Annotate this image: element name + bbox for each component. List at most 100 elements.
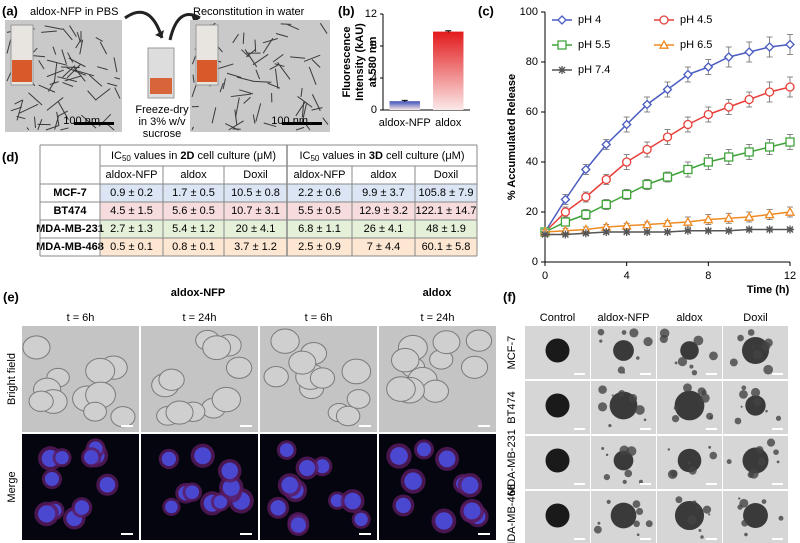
marker [622, 157, 632, 167]
marker [764, 209, 775, 219]
fiber [262, 38, 278, 44]
debris [597, 521, 601, 525]
table-cell: 48 ± 1.9 [426, 223, 466, 235]
marker [601, 199, 611, 210]
marker [704, 226, 713, 235]
debris [598, 385, 607, 394]
fiber [114, 87, 121, 99]
scale-bar [706, 538, 717, 540]
bar [433, 31, 464, 111]
marker [785, 82, 795, 92]
y-tick-label: 20 [526, 206, 538, 218]
fiber [16, 99, 24, 121]
marker [581, 192, 591, 202]
spheroid [613, 450, 634, 471]
row-label: BT474 [506, 391, 518, 423]
debris [636, 533, 640, 537]
group-header: IC50 values in 2D cell culture (μM) [111, 150, 276, 163]
fiber [33, 116, 37, 129]
marker [683, 119, 693, 130]
legend-label: pH 4.5 [680, 14, 712, 26]
fiber [234, 109, 238, 125]
cell [432, 330, 461, 355]
nucleus [461, 476, 479, 494]
fiber [191, 55, 197, 65]
nucleus [281, 476, 299, 494]
fiber [303, 54, 321, 62]
table-cell: 2.2 ± 0.6 [298, 187, 341, 199]
row-label: MCF-7 [506, 336, 518, 370]
debris [739, 390, 748, 399]
nucleus [84, 450, 99, 465]
debris [747, 471, 754, 478]
fiber [219, 82, 224, 93]
scale-bar [121, 425, 133, 427]
marker [662, 84, 673, 95]
debris [700, 535, 704, 539]
debris [700, 393, 710, 403]
table-header-bg [40, 145, 477, 184]
row-header: MDA-MB-468 [36, 241, 104, 253]
nucleus [463, 502, 481, 520]
table-cell: 7 ± 4.4 [367, 241, 401, 253]
y-axis-title: at 580 nm [367, 36, 379, 87]
header-sub: 50 [122, 154, 131, 163]
spheroid [545, 393, 570, 418]
arrow-head [155, 30, 164, 38]
panel-label: (f) [503, 289, 516, 304]
fiber [10, 106, 23, 112]
spheroid [680, 341, 699, 360]
nucleus [74, 500, 90, 515]
fiber [191, 126, 194, 131]
debris [698, 529, 702, 532]
legend-label: pH 4 [578, 14, 601, 26]
panel-label: (a) [2, 3, 18, 18]
debris [673, 405, 678, 411]
fiber [242, 32, 245, 44]
cell [110, 406, 136, 428]
debris [611, 394, 614, 397]
debris [708, 445, 712, 449]
debris [629, 328, 639, 338]
debris [635, 405, 645, 415]
debris [747, 329, 755, 336]
header-part: cell culture (μM) [194, 150, 276, 162]
x-tick-label: 12 [784, 270, 796, 282]
fiber [240, 49, 250, 58]
nucleus [222, 478, 240, 496]
fiber [243, 96, 251, 104]
fiber [96, 66, 108, 71]
marker [642, 179, 652, 190]
fiber [46, 69, 64, 78]
cell [165, 400, 194, 425]
y-axis-title: Intensity (kAU) [354, 23, 366, 101]
fiber [95, 88, 111, 101]
scale-bar [240, 533, 252, 535]
marker [561, 230, 570, 239]
spheroid [610, 502, 637, 529]
nucleus [194, 447, 212, 465]
marker [560, 194, 571, 205]
debris [687, 461, 692, 465]
marker [764, 42, 775, 52]
debris [763, 364, 774, 375]
table-cell: 6.8 ± 1.1 [298, 223, 341, 235]
table-cell: 26 ± 4.1 [364, 223, 404, 235]
nucleus [435, 512, 453, 530]
x-tick-label: 8 [705, 270, 711, 282]
fiber [66, 67, 86, 76]
fiber [76, 32, 81, 42]
debris [645, 520, 653, 528]
group-title: aldox [423, 287, 453, 299]
marker [744, 147, 754, 157]
debris [729, 358, 738, 367]
marker [642, 144, 652, 155]
fiber [269, 64, 279, 70]
fiber [69, 25, 77, 37]
marker [785, 39, 795, 50]
marker [560, 207, 571, 217]
spheroid [545, 338, 570, 363]
fiber [275, 33, 288, 38]
spheroid [674, 500, 705, 531]
debris [677, 356, 688, 367]
